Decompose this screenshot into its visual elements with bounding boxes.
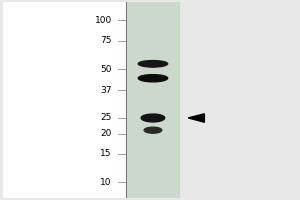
Text: 37: 37: [100, 86, 112, 95]
Polygon shape: [188, 114, 204, 122]
Ellipse shape: [138, 75, 168, 82]
Text: 15: 15: [100, 149, 112, 158]
Text: 75: 75: [100, 36, 112, 45]
Ellipse shape: [144, 127, 162, 133]
Bar: [127, 2, 179, 198]
Text: 50: 50: [100, 65, 112, 74]
Text: 20: 20: [100, 129, 112, 138]
Text: 10: 10: [100, 178, 112, 187]
Ellipse shape: [141, 114, 165, 122]
Text: 100: 100: [94, 16, 112, 25]
Text: 25: 25: [100, 113, 112, 122]
Bar: [179, 2, 297, 198]
Bar: [3, 2, 127, 198]
Ellipse shape: [138, 61, 168, 67]
